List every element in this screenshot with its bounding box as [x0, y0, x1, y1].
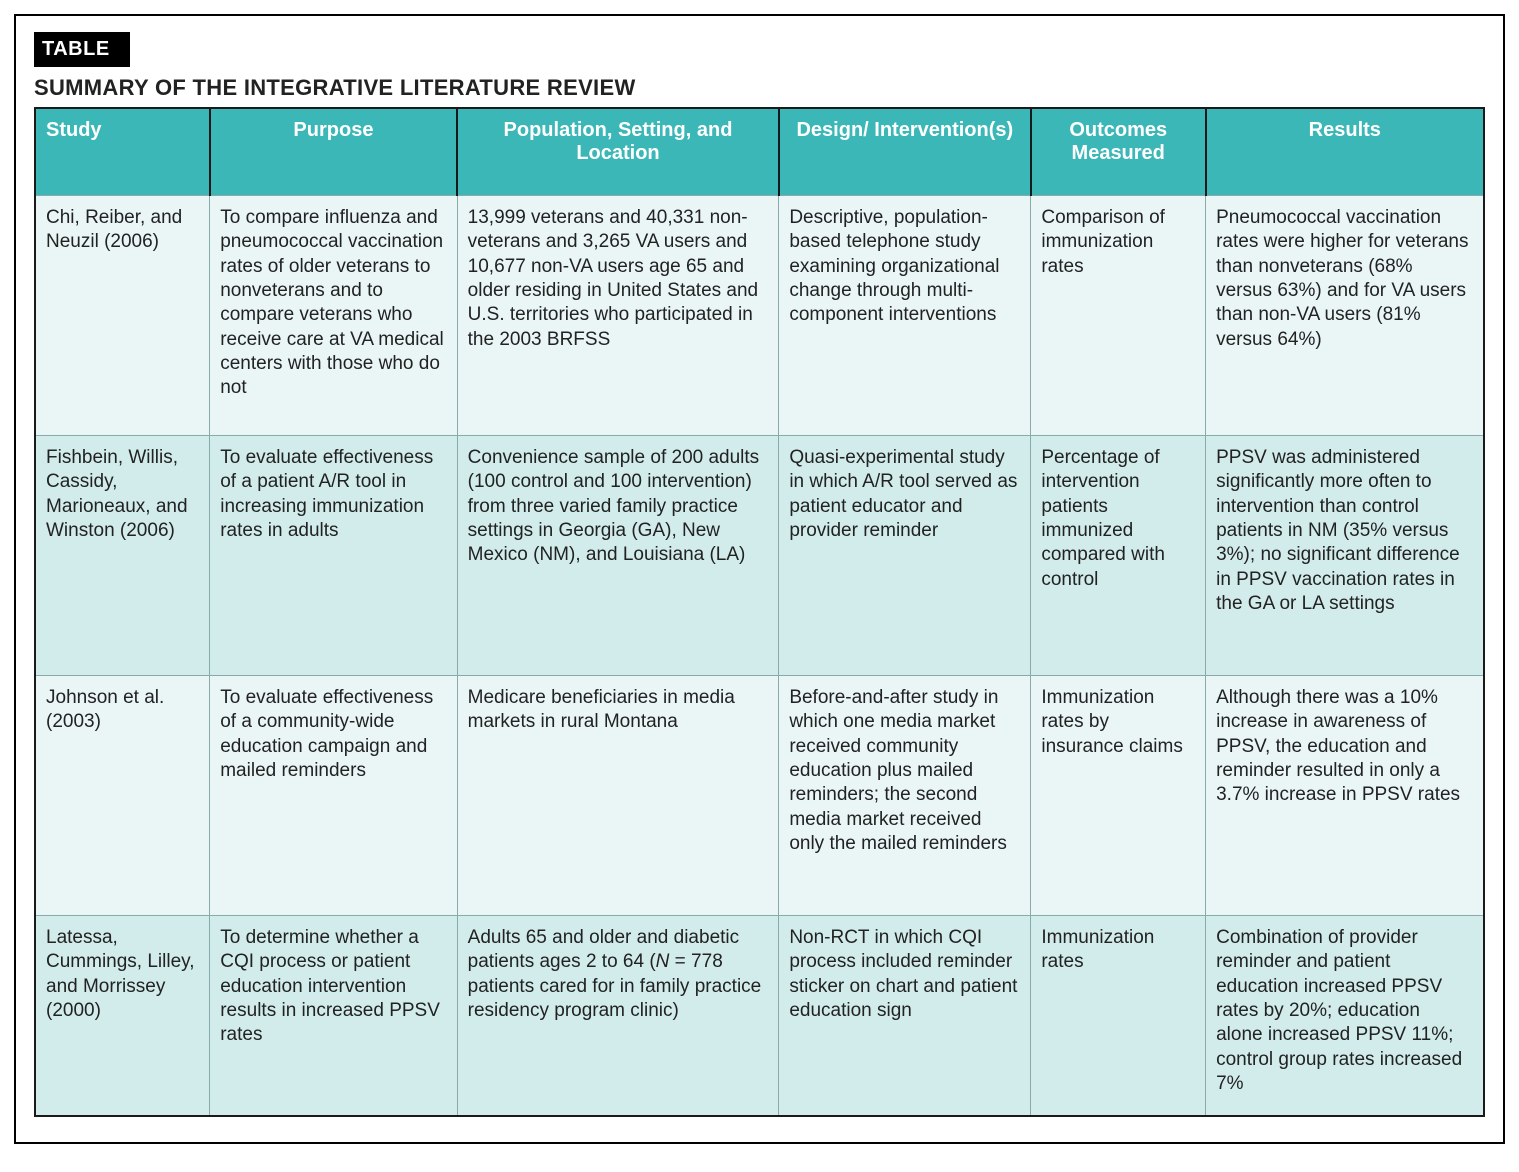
table-row: Chi, Reiber, and Neuzil (2006) To compar… — [35, 196, 1484, 436]
cell-study: Chi, Reiber, and Neuzil (2006) — [35, 196, 210, 436]
cell-results: Pneumococcal vaccination rates were high… — [1206, 196, 1484, 436]
cell-population: 13,999 veterans and 40,331 non-veterans … — [457, 196, 779, 436]
table-title: SUMMARY OF THE INTEGRATIVE LITERATURE RE… — [34, 75, 1485, 101]
cell-design: Descriptive, population-based telephone … — [779, 196, 1031, 436]
cell-purpose: To evaluate effectiveness of a patient A… — [210, 436, 457, 676]
cell-design: Non-RCT in which CQI process included re… — [779, 916, 1031, 1116]
cell-design: Quasi-experimental study in which A/R to… — [779, 436, 1031, 676]
cell-outcomes: Percentage of intervention patients immu… — [1031, 436, 1206, 676]
col-header-study: Study — [35, 108, 210, 196]
col-header-results: Results — [1206, 108, 1484, 196]
cell-purpose: To compare influenza and pneumococcal va… — [210, 196, 457, 436]
page-frame: TABLE SUMMARY OF THE INTEGRATIVE LITERAT… — [14, 14, 1505, 1144]
table-row: Latessa, Cummings, Lilley, and Morrissey… — [35, 916, 1484, 1116]
cell-outcomes: Immunization rates — [1031, 916, 1206, 1116]
cell-study: Johnson et al. (2003) — [35, 676, 210, 916]
cell-population: Adults 65 and older and diabetic patient… — [457, 916, 779, 1116]
table-badge: TABLE — [34, 32, 130, 67]
cell-study: Latessa, Cummings, Lilley, and Morrissey… — [35, 916, 210, 1116]
cell-results: Although there was a 10% increase in awa… — [1206, 676, 1484, 916]
cell-purpose: To evaluate effectiveness of a community… — [210, 676, 457, 916]
cell-study: Fishbein, Willis, Cassidy, Marioneaux, a… — [35, 436, 210, 676]
col-header-design: Design/ Intervention(s) — [779, 108, 1031, 196]
table-row: Fishbein, Willis, Cassidy, Marioneaux, a… — [35, 436, 1484, 676]
table-row: Johnson et al. (2003) To evaluate effect… — [35, 676, 1484, 916]
col-header-outcomes: Outcomes Measured — [1031, 108, 1206, 196]
col-header-population: Population, Setting, and Location — [457, 108, 779, 196]
cell-population: Medicare beneficiaries in media markets … — [457, 676, 779, 916]
cell-purpose: To determine whether a CQI process or pa… — [210, 916, 457, 1116]
cell-results: Combination of provider reminder and pat… — [1206, 916, 1484, 1116]
table-header-row: Study Purpose Population, Setting, and L… — [35, 108, 1484, 196]
literature-review-table: Study Purpose Population, Setting, and L… — [34, 107, 1485, 1117]
cell-population-italic-n: N — [656, 951, 670, 972]
cell-population: Convenience sample of 200 adults (100 co… — [457, 436, 779, 676]
cell-design: Before-and-after study in which one medi… — [779, 676, 1031, 916]
cell-results: PPSV was administered significantly more… — [1206, 436, 1484, 676]
col-header-purpose: Purpose — [210, 108, 457, 196]
cell-outcomes: Immunization rates by insurance claims — [1031, 676, 1206, 916]
cell-outcomes: Comparison of immunization rates — [1031, 196, 1206, 436]
